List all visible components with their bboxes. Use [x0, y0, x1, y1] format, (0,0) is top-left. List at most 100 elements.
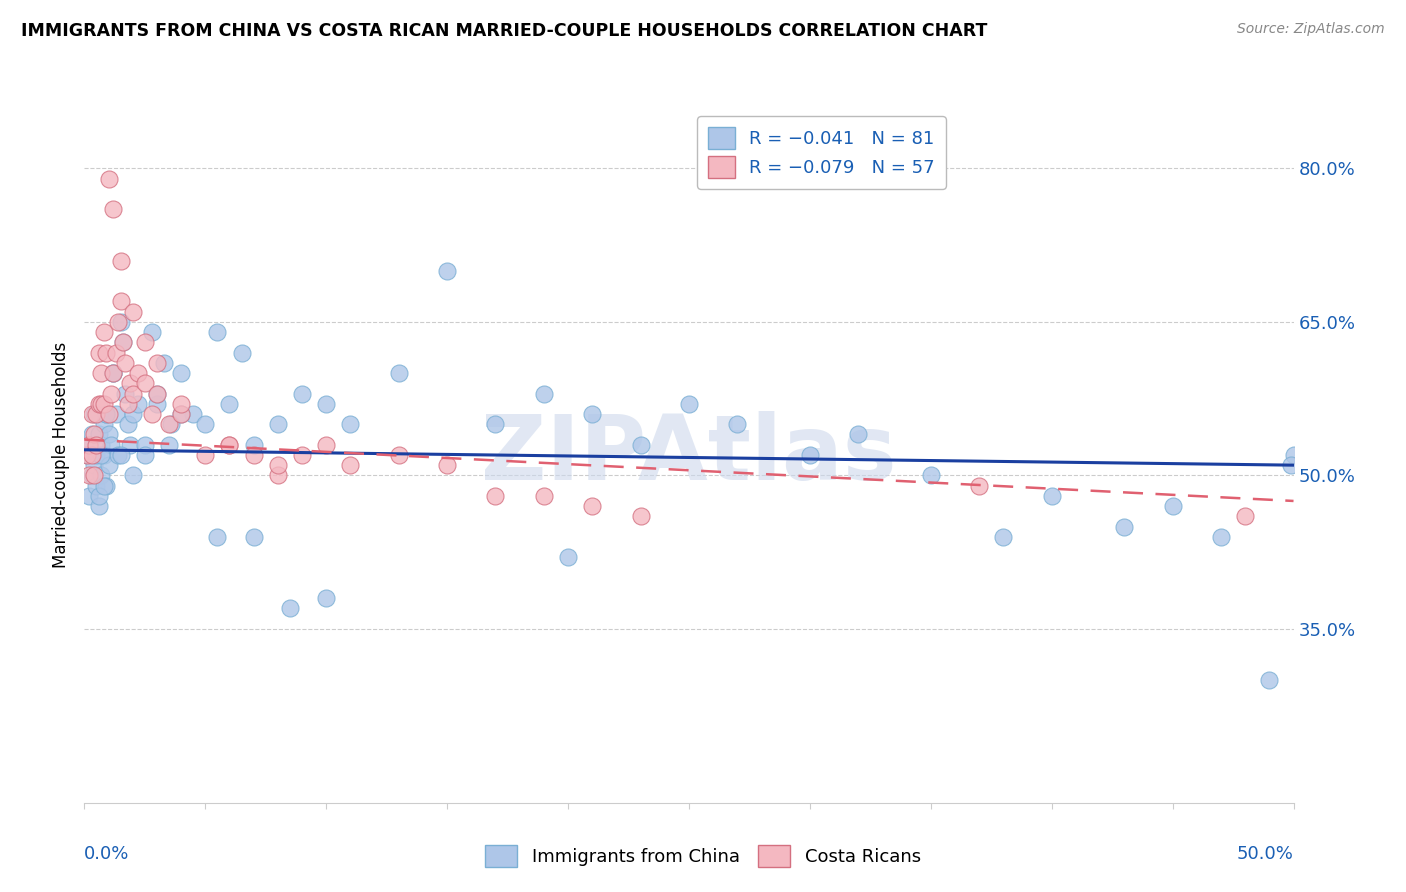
Point	[112, 335, 135, 350]
Point	[207, 325, 229, 339]
Point	[218, 438, 240, 452]
Point	[86, 448, 108, 462]
Point	[484, 417, 506, 432]
Point	[83, 427, 105, 442]
Point	[80, 427, 103, 442]
Point	[76, 448, 98, 462]
Point	[291, 386, 314, 401]
Point	[218, 397, 240, 411]
Point	[97, 407, 120, 421]
Point	[533, 386, 555, 401]
Point	[630, 509, 652, 524]
Point	[117, 397, 139, 411]
Point	[278, 601, 301, 615]
Point	[1279, 458, 1302, 472]
Point	[103, 366, 125, 380]
Point	[1234, 509, 1257, 524]
Point	[1161, 499, 1184, 513]
Point	[100, 438, 122, 452]
Point	[134, 335, 156, 350]
Point	[86, 438, 108, 452]
Point	[127, 366, 149, 380]
Point	[315, 397, 337, 411]
Point	[83, 407, 105, 421]
Point	[557, 550, 579, 565]
Point	[1282, 448, 1305, 462]
Point	[134, 448, 156, 462]
Point	[134, 376, 156, 391]
Text: 50.0%: 50.0%	[1237, 845, 1294, 863]
Point	[97, 427, 120, 442]
Legend: R = −0.041   N = 81, R = −0.079   N = 57: R = −0.041 N = 81, R = −0.079 N = 57	[697, 116, 946, 189]
Point	[87, 345, 110, 359]
Point	[121, 386, 143, 401]
Point	[77, 489, 100, 503]
Point	[339, 458, 361, 472]
Point	[104, 407, 127, 421]
Point	[533, 489, 555, 503]
Point	[77, 438, 100, 452]
Point	[339, 417, 361, 432]
Point	[799, 448, 821, 462]
Point	[120, 438, 142, 452]
Point	[87, 499, 110, 513]
Point	[157, 438, 180, 452]
Point	[141, 325, 163, 339]
Text: ZIPAtlas: ZIPAtlas	[481, 411, 897, 499]
Point	[87, 427, 110, 442]
Point	[90, 366, 112, 380]
Point	[630, 438, 652, 452]
Point	[121, 407, 143, 421]
Point	[110, 448, 132, 462]
Point	[77, 468, 100, 483]
Point	[315, 591, 337, 606]
Point	[90, 468, 112, 483]
Y-axis label: Married-couple Households: Married-couple Households	[52, 342, 70, 568]
Point	[207, 530, 229, 544]
Point	[484, 489, 506, 503]
Point	[77, 438, 100, 452]
Point	[146, 397, 169, 411]
Point	[920, 468, 942, 483]
Point	[967, 478, 990, 492]
Point	[146, 386, 169, 401]
Point	[242, 448, 264, 462]
Text: Source: ZipAtlas.com: Source: ZipAtlas.com	[1237, 22, 1385, 37]
Point	[80, 407, 103, 421]
Point	[121, 468, 143, 483]
Point	[315, 438, 337, 452]
Point	[181, 407, 204, 421]
Point	[267, 458, 290, 472]
Point	[153, 356, 176, 370]
Point	[110, 315, 132, 329]
Point	[120, 376, 142, 391]
Point	[267, 468, 290, 483]
Point	[86, 478, 108, 492]
Point	[93, 478, 115, 492]
Point	[846, 427, 869, 442]
Text: 0.0%: 0.0%	[84, 845, 129, 863]
Point	[170, 407, 193, 421]
Point	[107, 448, 129, 462]
Point	[160, 417, 183, 432]
Point	[110, 253, 132, 268]
Point	[94, 478, 117, 492]
Point	[110, 294, 132, 309]
Point	[194, 417, 217, 432]
Point	[112, 335, 135, 350]
Point	[993, 530, 1015, 544]
Point	[678, 397, 700, 411]
Point	[93, 448, 115, 462]
Point	[170, 366, 193, 380]
Point	[103, 366, 125, 380]
Point	[134, 438, 156, 452]
Point	[83, 458, 105, 472]
Point	[231, 345, 253, 359]
Point	[100, 386, 122, 401]
Point	[76, 448, 98, 462]
Point	[87, 397, 110, 411]
Point	[93, 397, 115, 411]
Point	[1114, 519, 1136, 533]
Text: IMMIGRANTS FROM CHINA VS COSTA RICAN MARRIED-COUPLE HOUSEHOLDS CORRELATION CHART: IMMIGRANTS FROM CHINA VS COSTA RICAN MAR…	[21, 22, 987, 40]
Point	[90, 397, 112, 411]
